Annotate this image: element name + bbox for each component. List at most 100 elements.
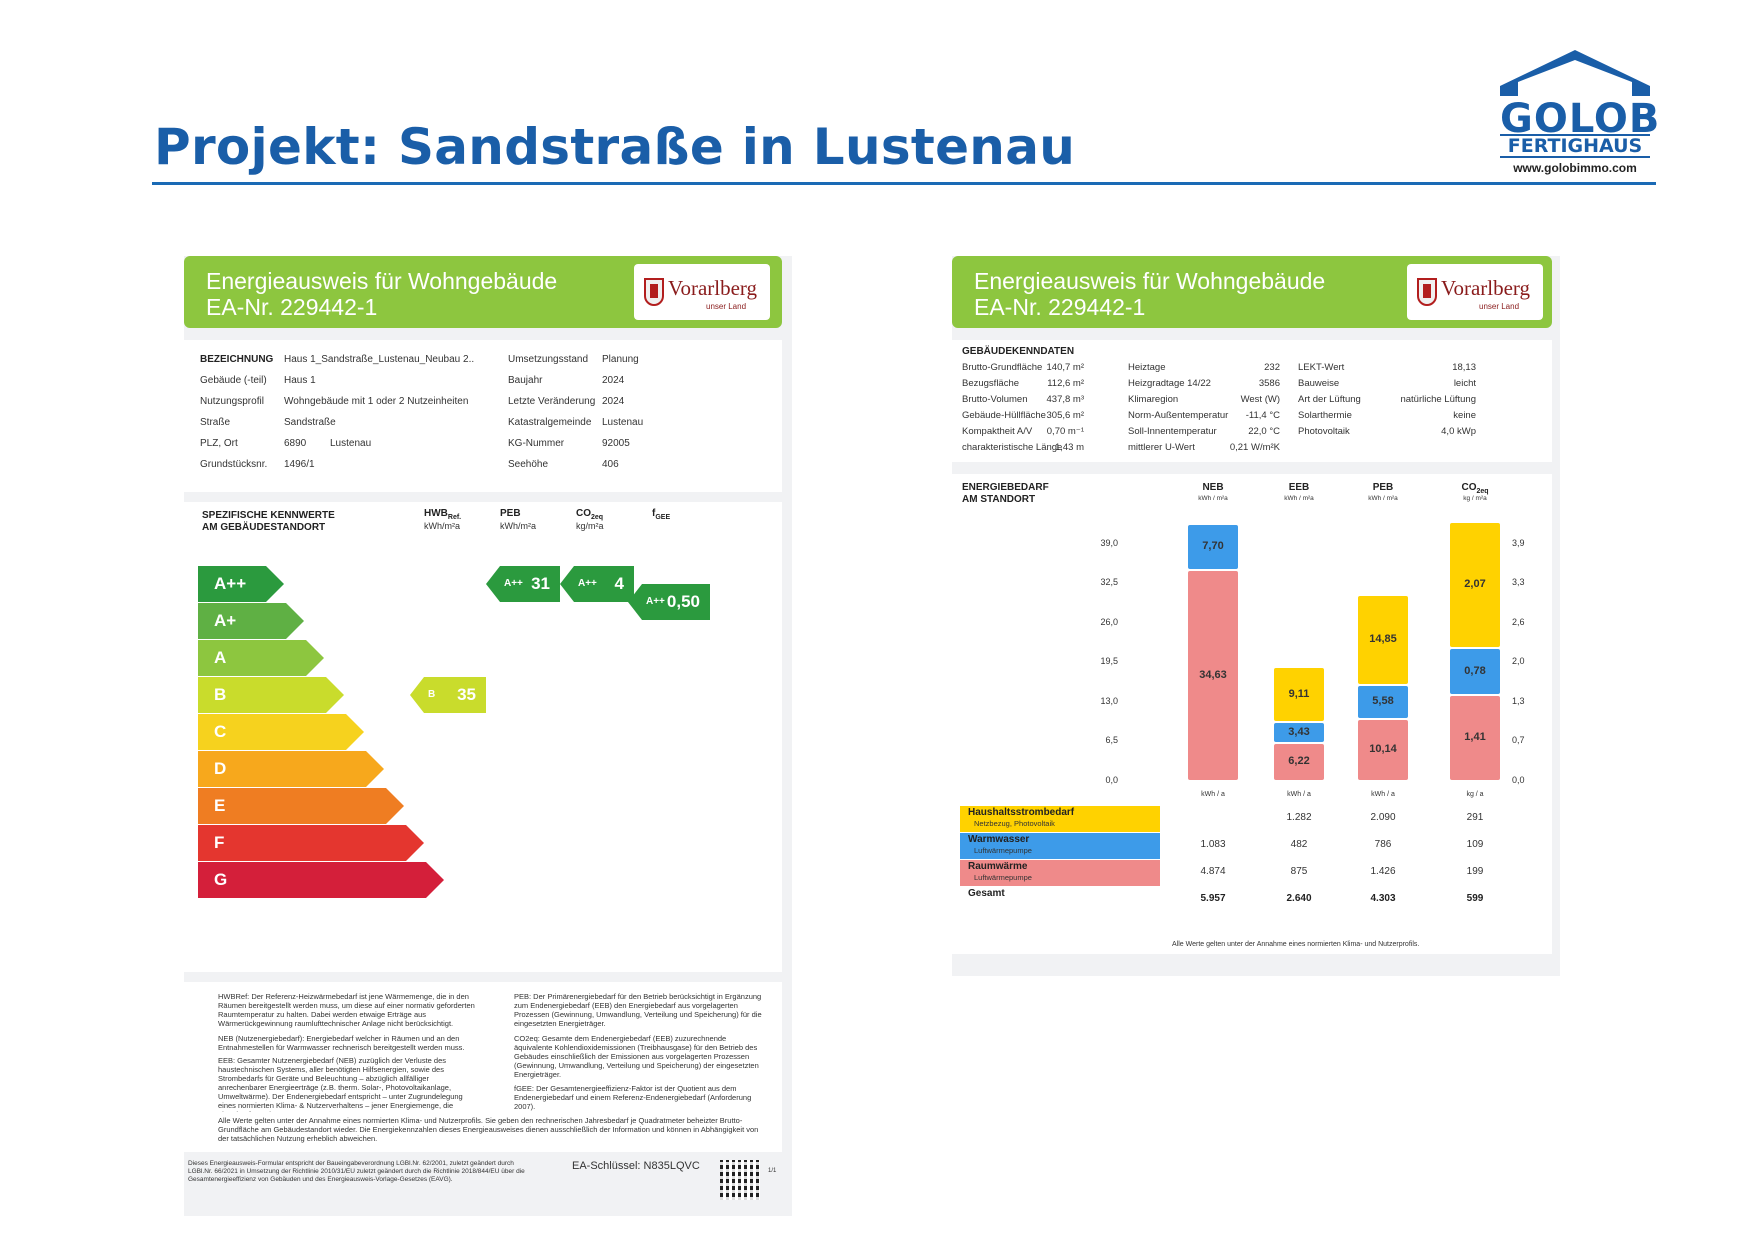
bar-value-label: 7,70 <box>1202 540 1224 553</box>
bez-value-2: 406 <box>602 459 619 470</box>
energy-class-f: F <box>198 825 424 861</box>
column-header: CO2eq <box>576 508 646 521</box>
kenndaten-cell: leicht <box>1453 378 1476 389</box>
bez-label-2: Seehöhe <box>508 459 549 470</box>
kenndaten-cell: 232 <box>1264 362 1280 373</box>
kenndaten-cell: Bauweise <box>1298 378 1340 389</box>
y-axis-tick-right: 3,3 <box>1512 577 1525 588</box>
column-unit: kWh/m²a <box>500 521 536 531</box>
column-header: PEB <box>500 508 570 519</box>
vorarlberg-logo: Vorarlberg unser Land <box>634 264 770 320</box>
kenndaten-cell: 1,43 m <box>1054 442 1084 453</box>
bar-co2eq-haushaltsstrombedarf <box>1450 522 1500 647</box>
bez-value: 1496/1 <box>284 459 315 470</box>
kenndaten-cell: Norm-Außentemperatur <box>1128 410 1229 421</box>
y-axis-tick-left: 39,0 <box>1100 537 1118 548</box>
chart-category-unit-bottom: kWh / a <box>1201 791 1225 798</box>
y-axis-tick-right: 2,0 <box>1512 656 1525 667</box>
bar-value-label: 6,22 <box>1288 755 1310 768</box>
kenndaten-cell: 112,6 m² <box>1047 378 1084 389</box>
kenndaten-cell: keine <box>1453 410 1476 421</box>
kenndaten-cell: Art der Lüftung <box>1298 394 1361 405</box>
y-axis-tick-left: 13,0 <box>1100 695 1118 706</box>
bez-value-2: Lustenau <box>602 417 644 428</box>
kenndaten-cell: 18,13 <box>1452 362 1476 373</box>
kenndaten-cell: LEKT-Wert <box>1298 362 1345 373</box>
chart-category-name: PEB <box>1372 482 1394 493</box>
kennwerte-title: SPEZIFISCHE KENNWERTE <box>202 510 335 521</box>
indicator-value: 35 <box>457 685 476 704</box>
bar-eeb-warmwasser <box>1274 723 1324 743</box>
row-swatch-warmwasser <box>960 833 1160 859</box>
row-value: 2.090 <box>1370 812 1396 823</box>
chart-category-name: CO <box>1461 482 1477 493</box>
row-value: 482 <box>1290 839 1308 850</box>
chart-category-unit-bottom: kWh / a <box>1287 791 1311 798</box>
chart-category-label: CO2eq <box>1430 482 1520 495</box>
banner-title: Energieausweis für Wohngebäude <box>974 268 1326 294</box>
kenndaten-cell: Kompaktheit A/V <box>962 426 1033 437</box>
notes-panel: HWBRef: Der Referenz-Heizwärmebedarf ist… <box>184 982 782 1152</box>
row-value: 599 <box>1466 893 1484 904</box>
kenndaten-cell: natürliche Lüftung <box>1400 394 1476 405</box>
bar-value-label: 3,43 <box>1288 725 1310 738</box>
chart-category-unit-bottom: kg / a <box>1466 791 1484 798</box>
energy-class-c: C <box>198 714 364 750</box>
indicator-co2: A++ 4 <box>560 566 634 602</box>
chart-category-unit: kWh / m²a <box>1368 495 1398 502</box>
note-peb: PEB: Der Primärenergiebedarf für den Bet… <box>514 992 762 1028</box>
title-divider <box>152 182 1656 185</box>
indicator-class: A++ <box>578 578 597 589</box>
energy-class-aplusplus: A++ <box>198 566 284 602</box>
kenndaten-cell: 3586 <box>1258 378 1280 389</box>
bar-value-label: 2,07 <box>1464 577 1486 590</box>
column-header-sub: GEE <box>655 514 671 521</box>
column-header-sub: Ref. <box>447 514 462 521</box>
bez-label: BEZEICHNUNG <box>200 354 274 365</box>
row-value: 4.874 <box>1200 866 1226 877</box>
certificate-banner: Energieausweis für Wohngebäude EA-Nr. 22… <box>184 256 782 328</box>
qr-code <box>720 1160 760 1200</box>
gebaeudekenndaten-panel: GEBÄUDEKENNDATEN Brutto-Grundfläche 140,7… <box>952 340 1552 462</box>
bar-value-label: 14,85 <box>1369 633 1397 646</box>
bez-label-2: Katastralgemeinde <box>508 417 592 428</box>
banner-ea-number: EA-Nr. 229442-1 <box>974 294 1146 320</box>
legal-footer: Dieses Energieausweis-Formular entsprich… <box>188 1160 525 1183</box>
bar-value-label: 10,14 <box>1369 743 1397 756</box>
energy-class-d: D <box>198 751 384 787</box>
energiebedarf-title: ENERGIEBEDARF <box>962 482 1049 493</box>
column-unit: kWh/m²a <box>424 521 460 531</box>
energy-class-g: G <box>198 862 444 898</box>
y-axis-tick-left: 26,0 <box>1100 616 1118 627</box>
kenndaten-title: GEBÄUDEKENNDATEN <box>962 346 1075 357</box>
page-number: 1/1 <box>768 1168 777 1174</box>
kenndaten-cell: Brutto-Volumen <box>962 394 1028 405</box>
column-header: HWBRef. <box>424 508 494 521</box>
bez-value-ort: Lustenau <box>330 438 372 449</box>
ea-key: EA-Schlüssel: N835LQVC <box>572 1160 700 1172</box>
note-neb: NEB (Nutzenergiebedarf): Energiebedarf w… <box>218 1034 465 1052</box>
bar-value-label: 5,58 <box>1372 695 1394 708</box>
indicator-value: 31 <box>531 574 550 593</box>
row-label: Raumwärme <box>968 861 1028 872</box>
kenndaten-cell: Heiztage <box>1128 362 1166 373</box>
bez-label-2: Umsetzungsstand <box>508 354 589 365</box>
logo-url: www.golobimmo.com <box>1513 161 1637 175</box>
row-label: Warmwasser <box>968 834 1030 845</box>
bar-value-label: 9,11 <box>1288 687 1310 700</box>
indicator-class: B <box>428 689 436 700</box>
bez-label: PLZ, Ort <box>200 438 238 449</box>
kenndaten-cell: 0,21 W/m²K <box>1229 442 1280 453</box>
y-axis-tick-left: 19,5 <box>1100 656 1118 667</box>
note-fgee: fGEE: Der Gesamtenergieeffizienz-Faktor … <box>514 1084 752 1111</box>
column-unit: kg/m²a <box>576 521 604 531</box>
kenndaten-cell: mittlerer U-Wert <box>1128 442 1195 453</box>
kenndaten-cell: Photovoltaik <box>1298 426 1350 437</box>
y-axis-tick-left: 6,5 <box>1105 735 1118 746</box>
bar-neb-raumwärme <box>1188 571 1238 780</box>
chart-category-name: NEB <box>1202 482 1224 493</box>
energiebedarf-footnote: Alle Werte gelten unter der Annahme eine… <box>1172 941 1420 948</box>
bez-value-2: 2024 <box>602 396 625 407</box>
kenndaten-cell: 22,0 °C <box>1248 426 1280 437</box>
bar-eeb-haushaltsstrombedarf <box>1274 667 1324 722</box>
